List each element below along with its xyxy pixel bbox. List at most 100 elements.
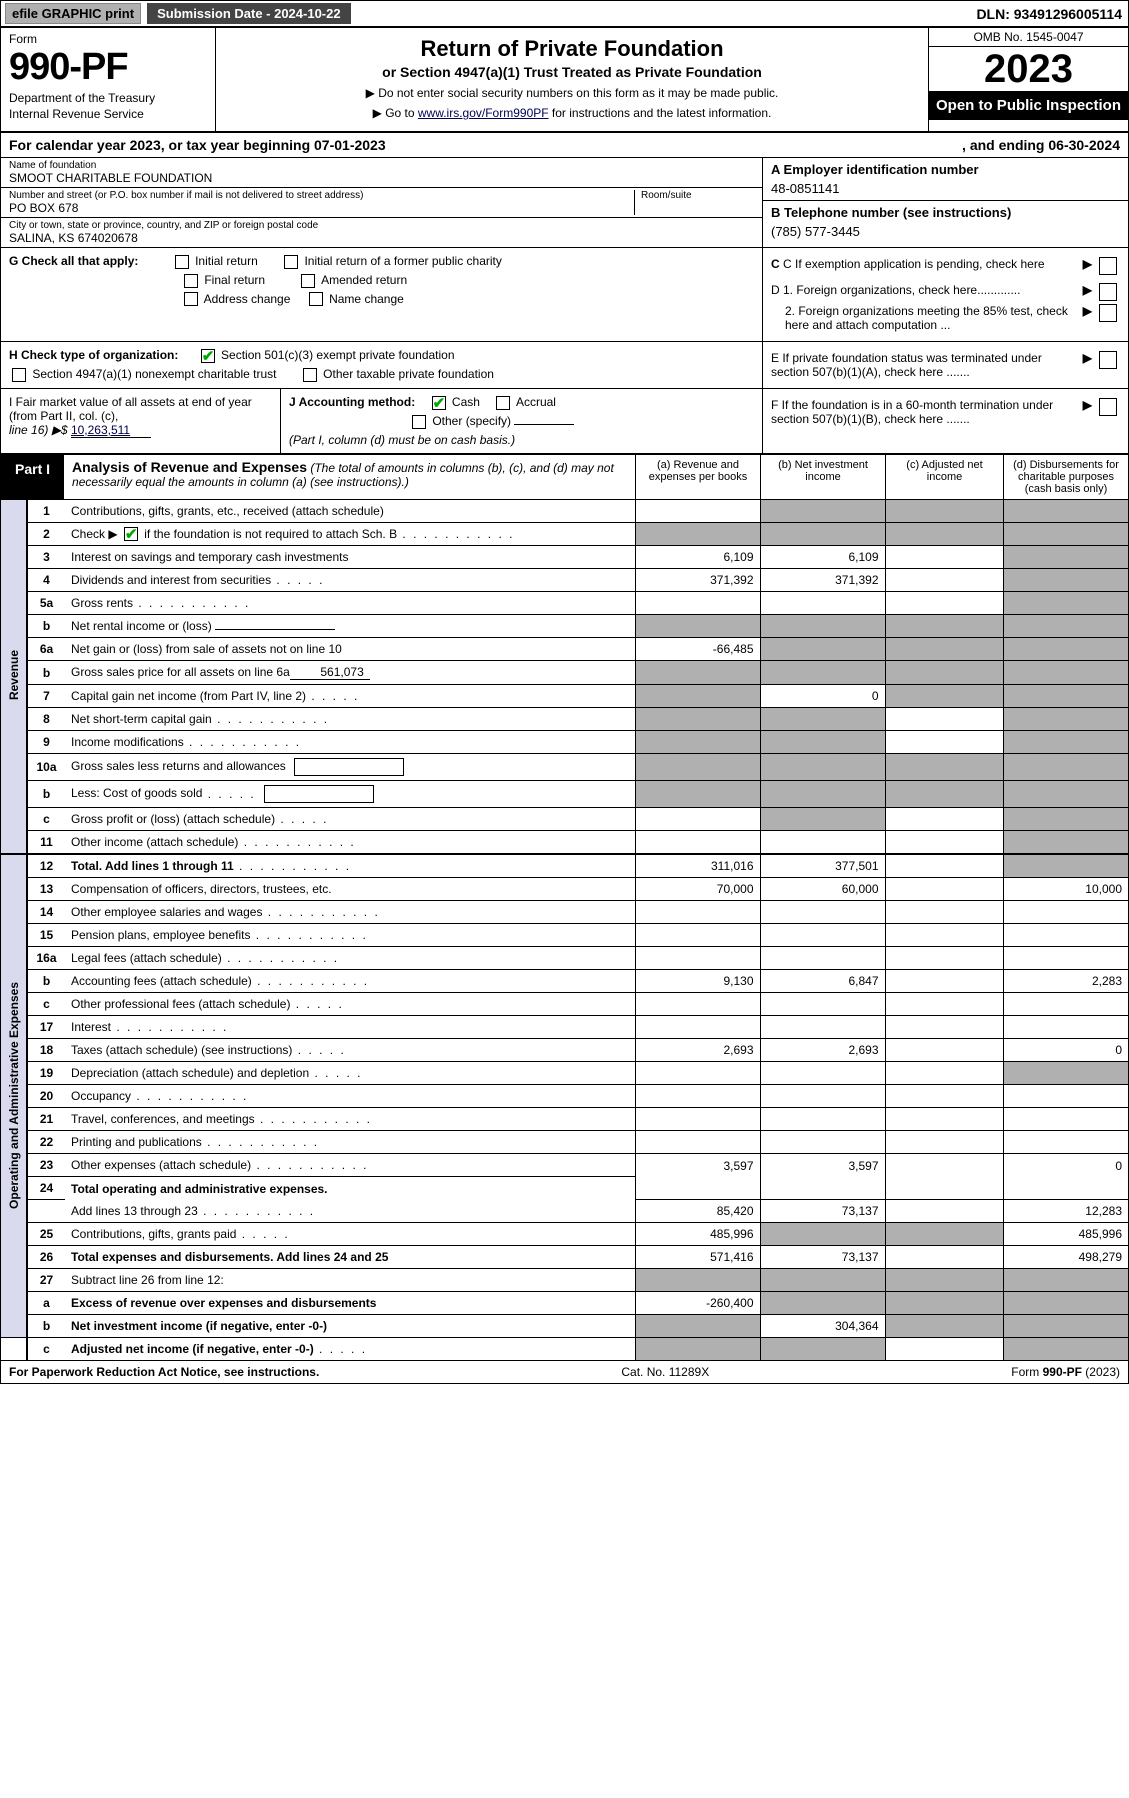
- line-5b-desc: Net rental income or (loss): [65, 615, 635, 638]
- phone-label: B Telephone number (see instructions): [771, 205, 1011, 220]
- chk-cash[interactable]: [432, 396, 446, 410]
- chk-initial-former[interactable]: [284, 255, 298, 269]
- line-14-desc: Other employee salaries and wages: [65, 901, 635, 924]
- line-23-d: 0: [1003, 1154, 1128, 1177]
- expenses-vlabel: Operating and Administrative Expenses: [1, 854, 27, 1338]
- d2-label: 2. Foreign organizations meeting the 85%…: [771, 304, 1079, 332]
- line-13-desc: Compensation of officers, directors, tru…: [65, 878, 635, 901]
- chk-f[interactable]: [1099, 398, 1117, 416]
- line-25-a: 485,996: [635, 1223, 760, 1246]
- line-4-a: 371,392: [635, 569, 760, 592]
- chk-amended[interactable]: [301, 274, 315, 288]
- addr-val: PO BOX 678: [9, 201, 634, 215]
- line-5a-no: 5a: [27, 592, 65, 615]
- line-23-b: 3,597: [760, 1154, 885, 1177]
- phone-val: (785) 577-3445: [771, 224, 1120, 239]
- chk-accrual[interactable]: [496, 396, 510, 410]
- chk-other-taxable[interactable]: [303, 368, 317, 382]
- line-15-desc: Pension plans, employee benefits: [65, 924, 635, 947]
- line-9-no: 9: [27, 731, 65, 754]
- chk-d1[interactable]: [1099, 283, 1117, 301]
- line-1-c: [885, 500, 1003, 523]
- f-label: F If the foundation is in a 60-month ter…: [771, 398, 1079, 426]
- e-label: E If private foundation status was termi…: [771, 351, 1079, 379]
- foundation-name: SMOOT CHARITABLE FOUNDATION: [9, 171, 754, 185]
- efile-print-button[interactable]: efile GRAPHIC print: [5, 3, 141, 24]
- chk-501c3[interactable]: [201, 349, 215, 363]
- line-6a-desc: Net gain or (loss) from sale of assets n…: [65, 638, 635, 661]
- chk-initial[interactable]: [175, 255, 189, 269]
- line-24-desc2: Add lines 13 through 23: [65, 1200, 635, 1223]
- top-bar: efile GRAPHIC print Submission Date - 20…: [1, 1, 1128, 28]
- chk-other-method[interactable]: [412, 415, 426, 429]
- line-27-no: 27: [27, 1269, 65, 1292]
- line-23-desc: Other expenses (attach schedule): [65, 1154, 635, 1177]
- form-footer: For Paperwork Reduction Act Notice, see …: [1, 1360, 1128, 1383]
- cal-year-end: , and ending 06-30-2024: [962, 137, 1120, 153]
- line-7-desc: Capital gain net income (from Part IV, l…: [65, 685, 635, 708]
- part1-header: Part I Analysis of Revenue and Expenses …: [1, 455, 1128, 500]
- form-subtitle: or Section 4947(a)(1) Trust Treated as P…: [228, 64, 916, 80]
- name-ein-row: Name of foundation SMOOT CHARITABLE FOUN…: [1, 158, 1128, 248]
- line-10b-desc: Less: Cost of goods sold: [65, 781, 635, 808]
- line-24-desc: Total operating and administrative expen…: [65, 1177, 635, 1200]
- chk-addr-change[interactable]: [184, 292, 198, 306]
- line-4-desc: Dividends and interest from securities: [65, 569, 635, 592]
- line-27-desc: Subtract line 26 from line 12:: [65, 1269, 635, 1292]
- line-11-desc: Other income (attach schedule): [65, 831, 635, 855]
- line-26-desc: Total expenses and disbursements. Add li…: [65, 1246, 635, 1269]
- line-16c-desc: Other professional fees (attach schedule…: [65, 993, 635, 1016]
- line-16c-no: c: [27, 993, 65, 1016]
- ein-val: 48-0851141: [771, 181, 1120, 196]
- footer-center: Cat. No. 11289X: [621, 1365, 709, 1379]
- h-opt2: Section 4947(a)(1) nonexempt charitable …: [32, 367, 276, 381]
- line-25-desc: Contributions, gifts, grants paid: [65, 1223, 635, 1246]
- col-a-header: (a) Revenue and expenses per books: [635, 455, 760, 499]
- line-20-desc: Occupancy: [65, 1085, 635, 1108]
- g-amended: Amended return: [321, 273, 407, 287]
- chk-sch-b[interactable]: [124, 527, 138, 541]
- addr-label: Number and street (or P.O. box number if…: [9, 190, 634, 201]
- fmv-value[interactable]: 10,263,511: [71, 423, 151, 438]
- line-16b-desc: Accounting fees (attach schedule): [65, 970, 635, 993]
- line-12-b: 377,501: [760, 854, 885, 878]
- i-label1: I Fair market value of all assets at end…: [9, 395, 252, 423]
- h-label: H Check type of organization:: [9, 348, 178, 362]
- line-18-a: 2,693: [635, 1039, 760, 1062]
- form-container: efile GRAPHIC print Submission Date - 20…: [0, 0, 1129, 1384]
- chk-c[interactable]: [1099, 257, 1117, 275]
- line-21-desc: Travel, conferences, and meetings: [65, 1108, 635, 1131]
- line-5a-desc: Gross rents: [65, 592, 635, 615]
- chk-4947[interactable]: [12, 368, 26, 382]
- form-header: Form 990-PF Department of the Treasury I…: [1, 28, 1128, 133]
- line-26-a: 571,416: [635, 1246, 760, 1269]
- submission-date-pill: Submission Date - 2024-10-22: [147, 3, 351, 24]
- line-19-desc: Depreciation (attach schedule) and deple…: [65, 1062, 635, 1085]
- line-21-no: 21: [27, 1108, 65, 1131]
- line-16b-no: b: [27, 970, 65, 993]
- line-25-no: 25: [27, 1223, 65, 1246]
- line-9-desc: Income modifications: [65, 731, 635, 754]
- chk-d2[interactable]: [1099, 304, 1117, 322]
- line-2-desc: Check ▶ if the foundation is not require…: [65, 522, 635, 546]
- instr-pre: ▶ Go to: [373, 106, 418, 120]
- line-12-desc: Total. Add lines 1 through 11: [65, 854, 635, 878]
- line-3-a: 6,109: [635, 546, 760, 569]
- col-b-header: (b) Net investment income: [760, 455, 885, 499]
- room-label: Room/suite: [641, 190, 754, 201]
- line-27a-a: -260,400: [635, 1292, 760, 1315]
- chk-e[interactable]: [1099, 351, 1117, 369]
- line-11-no: 11: [27, 831, 65, 855]
- line-6a-no: 6a: [27, 638, 65, 661]
- part1-title: Analysis of Revenue and Expenses: [72, 459, 307, 475]
- line-27c-no: c: [27, 1338, 65, 1361]
- footer-left: For Paperwork Reduction Act Notice, see …: [9, 1365, 319, 1379]
- chk-name-change[interactable]: [309, 292, 323, 306]
- chk-final[interactable]: [184, 274, 198, 288]
- line-23-no: 23: [27, 1154, 65, 1177]
- line-27c-desc: Adjusted net income (if negative, enter …: [65, 1338, 635, 1361]
- line-16b-d: 2,283: [1003, 970, 1128, 993]
- line-6a-a: -66,485: [635, 638, 760, 661]
- i-label2: line 16) ▶$: [9, 423, 68, 437]
- form990pf-link[interactable]: www.irs.gov/Form990PF: [418, 106, 549, 120]
